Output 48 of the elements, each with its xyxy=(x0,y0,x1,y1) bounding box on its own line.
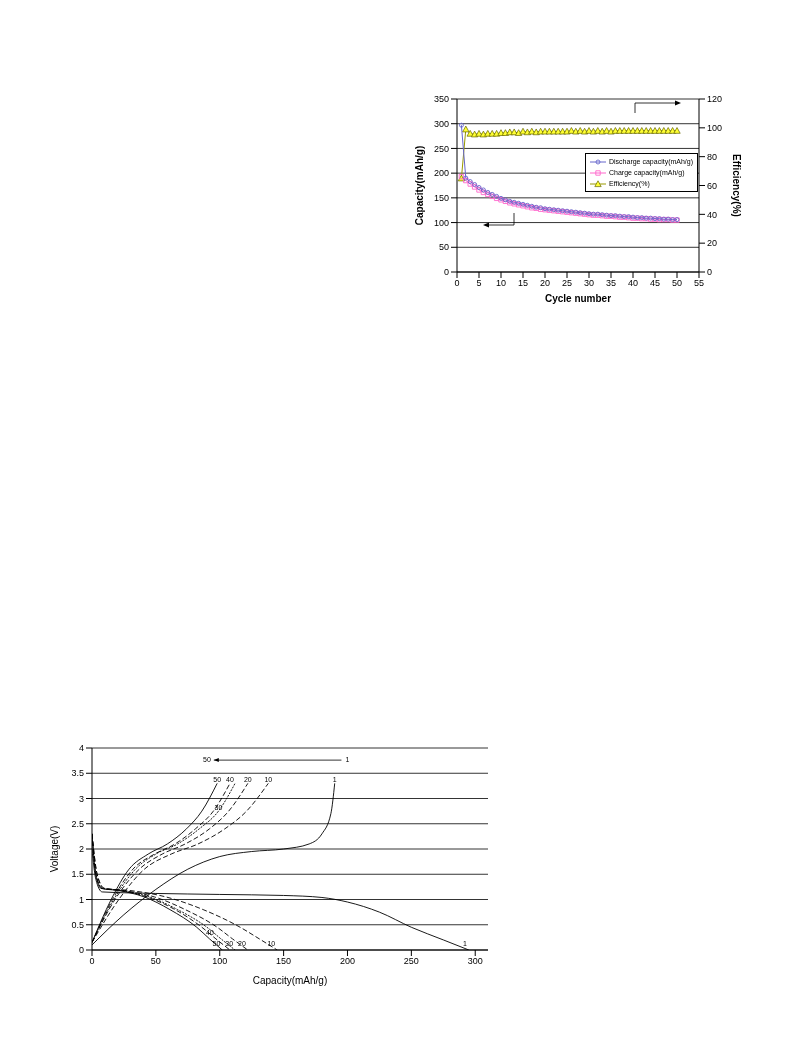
x-tick-label: 20 xyxy=(539,278,551,289)
y-tick-label: 200 xyxy=(433,168,449,179)
y-tick-label: 1.5 xyxy=(71,869,84,880)
x-tick-label: 100 xyxy=(212,956,228,967)
y-tick-label: 0.5 xyxy=(71,919,84,930)
y-tick-label: 100 xyxy=(433,217,449,228)
y-tick-label: 50 xyxy=(438,242,449,253)
x-tick-label: 50 xyxy=(150,956,161,967)
x-axis-title: Cycle number xyxy=(544,293,612,304)
x-tick-label: 0 xyxy=(454,278,460,289)
y-tick-label: 350 xyxy=(433,94,449,105)
y-tick-label: 300 xyxy=(433,118,449,129)
y-tick-label: 2.5 xyxy=(71,818,84,829)
y2-tick-label: 40 xyxy=(707,209,718,220)
x-tick-label: 25 xyxy=(561,278,573,289)
x-tick-label: 300 xyxy=(467,956,483,967)
x-tick-label: 0 xyxy=(89,956,95,967)
y2-axis-title: Efficiency(%) xyxy=(731,154,743,217)
y2-tick-label: 20 xyxy=(707,238,718,249)
x-tick-label: 50 xyxy=(671,278,683,289)
x-tick-label: 45 xyxy=(649,278,661,289)
y2-tick-label: 0 xyxy=(707,267,713,278)
y-tick-label: 0 xyxy=(443,267,449,278)
y-tick-label: 3.5 xyxy=(71,768,84,779)
x-tick-label: 150 xyxy=(276,956,292,967)
y-tick-label: 2 xyxy=(78,844,84,855)
x-tick-label: 40 xyxy=(627,278,639,289)
y-tick-label: 150 xyxy=(433,193,449,204)
x-tick-label: 10 xyxy=(495,278,507,289)
x-tick-label: 250 xyxy=(403,956,419,967)
x-tick-label: 35 xyxy=(605,278,617,289)
y2-tick-label: 100 xyxy=(707,123,723,134)
y-tick-label: 1 xyxy=(78,894,84,905)
x-tick-label: 15 xyxy=(517,278,529,289)
x-tick-label: 55 xyxy=(693,278,705,289)
y-tick-label: 4 xyxy=(78,743,84,754)
y-tick-label: 0 xyxy=(78,945,84,956)
y2-tick-label: 120 xyxy=(707,94,723,105)
y-tick-label: 250 xyxy=(433,143,449,154)
y-axis-title: Capacity(mAh/g) xyxy=(413,145,425,226)
y-tick-label: 3 xyxy=(78,793,84,804)
y-axis-title: Voltage(V) xyxy=(48,825,60,873)
y2-tick-label: 80 xyxy=(707,151,718,162)
y2-tick-label: 60 xyxy=(707,180,718,191)
x-tick-label: 5 xyxy=(476,278,482,289)
x-tick-label: 30 xyxy=(583,278,595,289)
x-axis-title: Capacity(mAh/g) xyxy=(252,975,328,986)
x-tick-label: 200 xyxy=(339,956,355,967)
